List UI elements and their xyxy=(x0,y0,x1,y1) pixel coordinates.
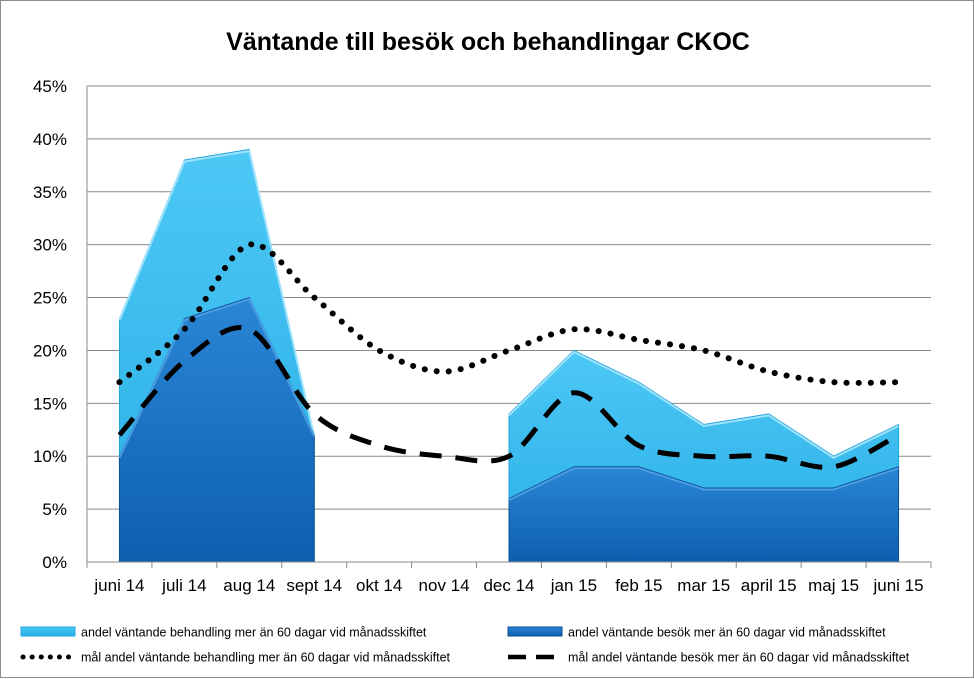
x-tick-label: juni 14 xyxy=(93,576,144,595)
axes xyxy=(86,86,932,568)
line-mal-behandling xyxy=(116,241,902,386)
y-tick-label: 5% xyxy=(42,500,67,519)
area-highlight xyxy=(118,149,316,437)
chart-title: Väntande till besök och behandlingar CKO… xyxy=(226,28,750,56)
legend-entry: andel väntande behandling mer än 60 daga… xyxy=(20,626,427,640)
x-tick-label: jan 15 xyxy=(550,576,597,595)
legend: andel väntande behandling mer än 60 daga… xyxy=(20,626,910,665)
y-tick-label: 0% xyxy=(42,553,67,572)
area-series xyxy=(118,148,900,563)
x-tick-label: aug 14 xyxy=(223,576,275,595)
x-tick-label: april 15 xyxy=(741,576,797,595)
legend-label: andel väntande behandling mer än 60 daga… xyxy=(81,626,427,640)
area-besok xyxy=(508,466,900,563)
y-tick-label: 30% xyxy=(33,236,67,255)
x-axis-ticks: juni 14 juli 14 aug 14 sept 14 okt 14 nov 14 d… xyxy=(93,576,923,595)
area-highlight xyxy=(508,467,899,501)
y-tick-label: 45% xyxy=(33,77,67,96)
x-tick-label: nov 14 xyxy=(419,576,470,595)
x-tick-label: juni 15 xyxy=(872,576,923,595)
legend-entry: andel väntande besök mer än 60 dagar vid… xyxy=(507,626,886,640)
legend-swatch xyxy=(20,626,76,637)
legend-label: mål andel väntande besök mer än 60 dagar… xyxy=(568,651,910,665)
legend-entry: mål andel väntande besök mer än 60 dagar… xyxy=(508,651,910,665)
y-tick-label: 25% xyxy=(33,289,67,308)
x-tick-label: juli 14 xyxy=(161,576,206,595)
legend-swatch xyxy=(507,626,563,637)
x-tick-label: okt 14 xyxy=(356,576,402,595)
x-tick-label: sept 14 xyxy=(286,576,342,595)
x-tick-label: dec 14 xyxy=(483,576,534,595)
y-tick-label: 15% xyxy=(33,394,67,413)
legend-entry: mål andel väntande behandling mer än 60 … xyxy=(20,651,451,665)
line-mal-besok xyxy=(117,325,900,470)
x-tick-label: feb 15 xyxy=(615,576,662,595)
area-highlight xyxy=(508,350,899,459)
y-tick-label: 40% xyxy=(33,130,67,149)
legend-label: andel väntande besök mer än 60 dagar vid… xyxy=(568,626,886,640)
legend-label: mål andel väntande behandling mer än 60 … xyxy=(81,651,451,665)
y-tick-label: 35% xyxy=(33,183,67,202)
y-axis-ticks: 0% 5% 10% 15% 20% 25% 30% 35% 40% 45% xyxy=(33,77,67,572)
y-tick-label: 20% xyxy=(33,341,67,360)
line-series xyxy=(116,241,902,470)
x-tick-label: maj 15 xyxy=(808,576,859,595)
x-tick-label: mar 15 xyxy=(677,576,730,595)
y-tick-label: 10% xyxy=(33,447,67,466)
